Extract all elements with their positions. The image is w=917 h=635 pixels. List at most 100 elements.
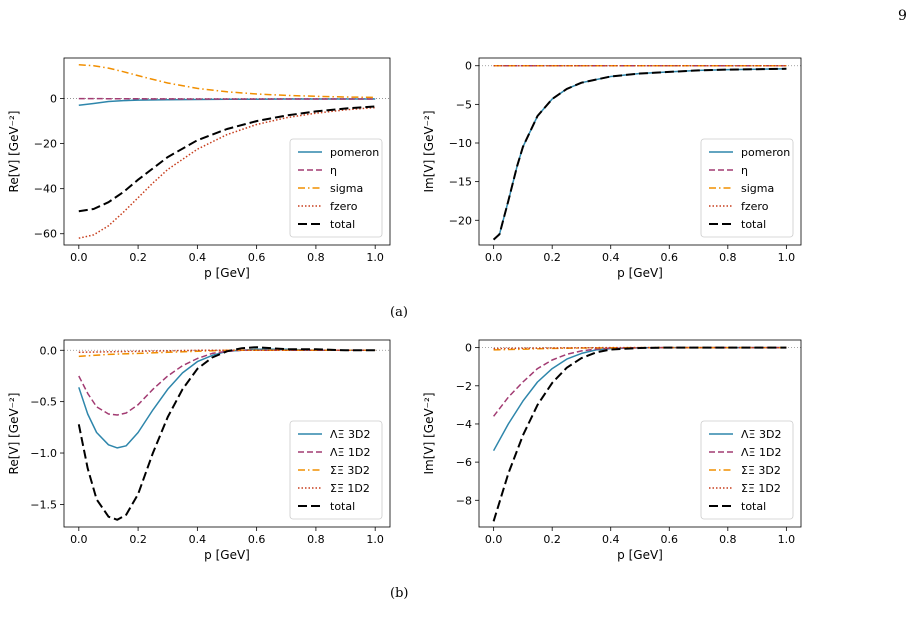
- panel-b-re: 0.0 0.2 0.4 0.6 0.8 1.0 0.0 −0.5 −1.0 −1.5 p [GeV]…: [7, 339, 391, 562]
- x-tick-label: 0.0: [485, 533, 503, 546]
- caption-a: (a): [390, 305, 408, 320]
- series-line-1: [78, 349, 376, 416]
- legend-label: ΣΞ 1D2: [741, 482, 781, 495]
- panel-a-im: 0.0 0.2 0.4 0.6 0.8 1.0 0 −5 −10 −15 −20 p [GeV] Im[…: [422, 57, 802, 280]
- legend: pomeron η sigma fzero total: [700, 138, 794, 238]
- y-tick-label: −1.5: [30, 498, 57, 511]
- y-axis-label: Im[V] [GeV⁻²]: [422, 110, 436, 192]
- series-line-3: [78, 106, 376, 239]
- y-tick-label: −20: [449, 214, 472, 227]
- plot-frame: [478, 57, 802, 246]
- series-line-4: [78, 105, 376, 213]
- legend-label: η: [741, 164, 748, 177]
- x-tick-label: 0.4: [189, 251, 207, 264]
- y-tick-label: 0: [465, 60, 472, 73]
- x-tick-label: 0.6: [248, 251, 266, 264]
- legend: ΛΞ 3D2 ΛΞ 1D2 ΣΞ 3D2 ΣΞ 1D2 total: [289, 420, 383, 520]
- series-line-4: [492, 67, 787, 241]
- legend-box: [700, 138, 794, 238]
- x-axis-label: p [GeV]: [204, 548, 250, 562]
- x-tick-label: 0.2: [129, 251, 147, 264]
- legend-label: η: [330, 164, 337, 177]
- x-tick-label: 0.4: [189, 533, 207, 546]
- plot-frame: [478, 339, 802, 528]
- series-line-4: [492, 346, 787, 522]
- series-line-2: [78, 64, 376, 99]
- x-tick-label: 0.8: [719, 251, 737, 264]
- legend-label: pomeron: [741, 146, 790, 159]
- y-tick-label: −20: [34, 138, 57, 151]
- x-tick-label: 0.2: [543, 533, 561, 546]
- x-tick-label: 0.4: [602, 533, 620, 546]
- series-line-0: [78, 98, 376, 107]
- x-axis-label: p [GeV]: [204, 266, 250, 280]
- legend-label: sigma: [741, 182, 774, 195]
- legend-label: ΛΞ 3D2: [741, 428, 781, 441]
- legend: ΛΞ 3D2 ΛΞ 1D2 ΣΞ 3D2 ΣΞ 1D2 total: [700, 420, 794, 520]
- x-tick-label: 1.0: [366, 533, 384, 546]
- legend-label: total: [741, 500, 766, 513]
- legend-box: [289, 420, 383, 520]
- y-tick-label: −8: [456, 494, 472, 507]
- legend-label: sigma: [330, 182, 363, 195]
- legend-label: ΣΞ 3D2: [741, 464, 781, 477]
- legend-label: total: [741, 218, 766, 231]
- legend-label: ΣΞ 3D2: [330, 464, 370, 477]
- y-tick-label: −4: [456, 418, 472, 431]
- legend-label: pomeron: [330, 146, 379, 159]
- y-tick-label: 0.0: [40, 344, 58, 357]
- x-axis-label: p [GeV]: [617, 266, 663, 280]
- x-axis-label: p [GeV]: [617, 548, 663, 562]
- x-tick-label: 1.0: [366, 251, 384, 264]
- y-axis-label: Im[V] [GeV⁻²]: [422, 392, 436, 474]
- x-tick-label: 1.0: [778, 533, 796, 546]
- legend-label: total: [330, 218, 355, 231]
- series-line-4: [77, 346, 376, 521]
- y-tick-label: −5: [456, 98, 472, 111]
- y-tick-label: −40: [34, 183, 57, 196]
- y-axis-label: Re[V] [GeV⁻²]: [7, 111, 21, 193]
- x-tick-label: 0.2: [543, 251, 561, 264]
- y-axis-label: Re[V] [GeV⁻²]: [7, 393, 21, 475]
- plot-frame: [63, 57, 391, 246]
- y-tick-label: 0: [465, 342, 472, 355]
- legend-label: ΛΞ 1D2: [741, 446, 781, 459]
- panel-a-re: 0.0 0.2 0.4 0.6 0.8 1.0 0 −20 −40 −60 p [GeV] Re[V]…: [7, 57, 391, 280]
- legend: pomeron η sigma fzero total: [289, 138, 383, 238]
- x-tick-label: 0.8: [719, 533, 737, 546]
- panel-b-im: 0.0 0.2 0.4 0.6 0.8 1.0 0 −2 −4 −6 −8 p [GeV] Im[V] …: [422, 339, 802, 562]
- legend-label: ΛΞ 3D2: [330, 428, 370, 441]
- x-tick-label: 0.0: [70, 533, 88, 546]
- legend-box: [289, 138, 383, 238]
- x-tick-label: 1.0: [778, 251, 796, 264]
- x-tick-label: 0.6: [661, 251, 679, 264]
- legend-box: [700, 420, 794, 520]
- y-tick-label: −2: [456, 380, 472, 393]
- x-tick-label: 0.6: [248, 533, 266, 546]
- x-tick-label: 0.8: [307, 251, 325, 264]
- y-tick-label: −60: [34, 228, 57, 241]
- legend-label: total: [330, 500, 355, 513]
- x-tick-label: 0.6: [661, 533, 679, 546]
- x-tick-label: 0.8: [307, 533, 325, 546]
- y-tick-label: −1.0: [30, 447, 57, 460]
- series-line-0: [78, 348, 376, 449]
- y-tick-label: −6: [456, 456, 472, 469]
- y-tick-label: −0.5: [30, 396, 57, 409]
- y-tick-label: −10: [449, 137, 472, 150]
- plot-frame: [63, 339, 391, 528]
- series-line-1: [493, 346, 787, 417]
- y-tick-label: 0: [50, 93, 57, 106]
- x-tick-label: 0.2: [129, 533, 147, 546]
- x-tick-label: 0.4: [602, 251, 620, 264]
- legend-label: ΣΞ 1D2: [330, 482, 370, 495]
- caption-b: (b): [390, 586, 409, 601]
- legend-label: ΛΞ 1D2: [330, 446, 370, 459]
- y-tick-label: −15: [449, 176, 472, 189]
- page-number: 9: [898, 8, 907, 24]
- x-tick-label: 0.0: [485, 251, 503, 264]
- legend-label: fzero: [741, 200, 769, 213]
- legend-label: fzero: [330, 200, 358, 213]
- x-tick-label: 0.0: [70, 251, 88, 264]
